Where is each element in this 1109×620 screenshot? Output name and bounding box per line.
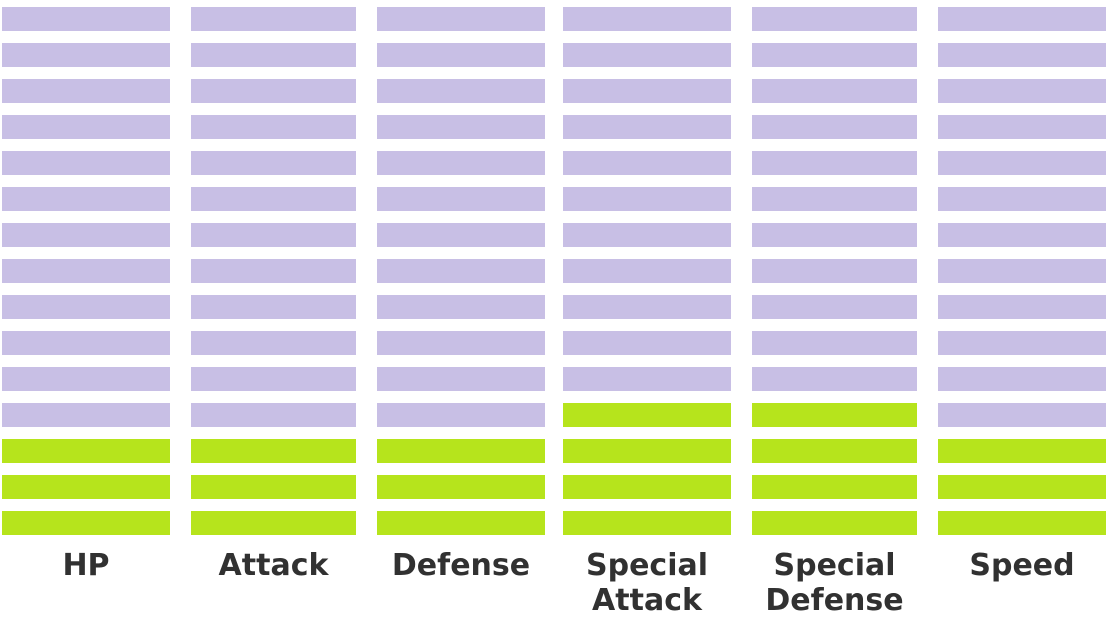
bar-segment-special-defense-12-empty <box>752 115 917 139</box>
bar-segment-attack-11-empty <box>191 151 356 175</box>
bar-segment-special-defense-11-empty <box>752 151 917 175</box>
bar-segment-defense-8-empty <box>377 259 545 283</box>
bar-segment-attack-13-empty <box>191 79 356 103</box>
bar-segment-speed-10-empty <box>938 187 1106 211</box>
bar-segment-hp-14-empty <box>2 43 170 67</box>
bar-segment-special-defense-14-empty <box>752 43 917 67</box>
bar-segment-defense-4-empty <box>377 403 545 427</box>
bar-segment-speed-4-empty <box>938 403 1106 427</box>
bar-segment-speed-13-empty <box>938 79 1106 103</box>
bar-segment-attack-15-empty <box>191 7 356 31</box>
bar-segment-defense-15-empty <box>377 7 545 31</box>
category-label-attack: Attack <box>219 548 330 583</box>
bar-segment-attack-12-empty <box>191 115 356 139</box>
bar-segment-hp-2-filled <box>2 475 170 499</box>
bar-segment-special-attack-15-empty <box>563 7 731 31</box>
bar-segment-speed-1-filled <box>938 511 1106 535</box>
bar-segment-attack-7-empty <box>191 295 356 319</box>
bar-segment-special-defense-4-filled <box>752 403 917 427</box>
bar-segment-special-attack-7-empty <box>563 295 731 319</box>
bar-segment-defense-12-empty <box>377 115 545 139</box>
bar-segment-hp-12-empty <box>2 115 170 139</box>
bar-segment-speed-2-filled <box>938 475 1106 499</box>
category-label-hp: HP <box>62 548 109 583</box>
bar-segment-special-defense-10-empty <box>752 187 917 211</box>
bar-segment-defense-13-empty <box>377 79 545 103</box>
bars-layer <box>2 7 1106 535</box>
bar-segment-special-attack-11-empty <box>563 151 731 175</box>
bar-segment-speed-6-empty <box>938 331 1106 355</box>
bar-segment-attack-3-filled <box>191 439 356 463</box>
labels-layer: HP Attack Defense Special Attack Special Defen… <box>62 548 1074 618</box>
bar-segment-attack-2-filled <box>191 475 356 499</box>
category-label-special-attack: Special Attack <box>586 548 708 618</box>
bar-segment-special-defense-7-empty <box>752 295 917 319</box>
bar-segment-speed-7-empty <box>938 295 1106 319</box>
bar-segment-special-defense-9-empty <box>752 223 917 247</box>
bar-segment-defense-5-empty <box>377 367 545 391</box>
bar-segment-hp-10-empty <box>2 187 170 211</box>
bar-segment-special-defense-8-empty <box>752 259 917 283</box>
bar-segment-special-defense-6-empty <box>752 331 917 355</box>
bar-segment-special-attack-1-filled <box>563 511 731 535</box>
bar-segment-special-attack-4-filled <box>563 403 731 427</box>
bar-segment-special-attack-2-filled <box>563 475 731 499</box>
bar-segment-attack-10-empty <box>191 187 356 211</box>
bar-segment-hp-13-empty <box>2 79 170 103</box>
bar-segment-hp-11-empty <box>2 151 170 175</box>
bar-segment-speed-8-empty <box>938 259 1106 283</box>
bar-segment-speed-12-empty <box>938 115 1106 139</box>
category-label-speed: Speed <box>969 548 1074 583</box>
bar-segment-special-defense-15-empty <box>752 7 917 31</box>
bar-segment-defense-3-filled <box>377 439 545 463</box>
bar-segment-hp-1-filled <box>2 511 170 535</box>
bar-segment-special-attack-8-empty <box>563 259 731 283</box>
bar-segment-hp-15-empty <box>2 7 170 31</box>
bar-segment-special-attack-6-empty <box>563 331 731 355</box>
bar-segment-attack-6-empty <box>191 331 356 355</box>
bar-segment-hp-9-empty <box>2 223 170 247</box>
bar-segment-defense-14-empty <box>377 43 545 67</box>
bar-segment-special-defense-1-filled <box>752 511 917 535</box>
bar-segment-special-defense-5-empty <box>752 367 917 391</box>
bar-segment-special-attack-9-empty <box>563 223 731 247</box>
bar-segment-special-attack-3-filled <box>563 439 731 463</box>
bar-segment-special-attack-14-empty <box>563 43 731 67</box>
bar-segment-attack-4-empty <box>191 403 356 427</box>
bar-segment-hp-8-empty <box>2 259 170 283</box>
bar-segment-defense-11-empty <box>377 151 545 175</box>
bar-segment-defense-10-empty <box>377 187 545 211</box>
category-label-defense: Defense <box>392 548 530 583</box>
bar-segment-defense-9-empty <box>377 223 545 247</box>
bar-segment-attack-9-empty <box>191 223 356 247</box>
bar-segment-speed-15-empty <box>938 7 1106 31</box>
bar-segment-defense-2-filled <box>377 475 545 499</box>
bar-segment-hp-5-empty <box>2 367 170 391</box>
bar-segment-attack-5-empty <box>191 367 356 391</box>
bar-segment-defense-6-empty <box>377 331 545 355</box>
bar-segment-special-defense-3-filled <box>752 439 917 463</box>
bar-segment-hp-3-filled <box>2 439 170 463</box>
bar-segment-speed-14-empty <box>938 43 1106 67</box>
bar-segment-hp-6-empty <box>2 331 170 355</box>
bar-segment-speed-5-empty <box>938 367 1106 391</box>
bar-segment-attack-1-filled <box>191 511 356 535</box>
bar-segment-hp-4-empty <box>2 403 170 427</box>
bar-segment-attack-14-empty <box>191 43 356 67</box>
bar-segment-hp-7-empty <box>2 295 170 319</box>
bar-segment-special-attack-13-empty <box>563 79 731 103</box>
bar-segment-special-defense-13-empty <box>752 79 917 103</box>
bar-segment-speed-11-empty <box>938 151 1106 175</box>
bar-segment-special-defense-2-filled <box>752 475 917 499</box>
bar-segment-speed-9-empty <box>938 223 1106 247</box>
bar-segment-special-attack-5-empty <box>563 367 731 391</box>
bar-segment-speed-3-filled <box>938 439 1106 463</box>
bar-segment-attack-8-empty <box>191 259 356 283</box>
bar-segment-defense-7-empty <box>377 295 545 319</box>
bar-segment-defense-1-filled <box>377 511 545 535</box>
bar-segment-special-attack-10-empty <box>563 187 731 211</box>
category-label-special-defense: Special Defense <box>765 548 903 618</box>
bar-segment-special-attack-12-empty <box>563 115 731 139</box>
